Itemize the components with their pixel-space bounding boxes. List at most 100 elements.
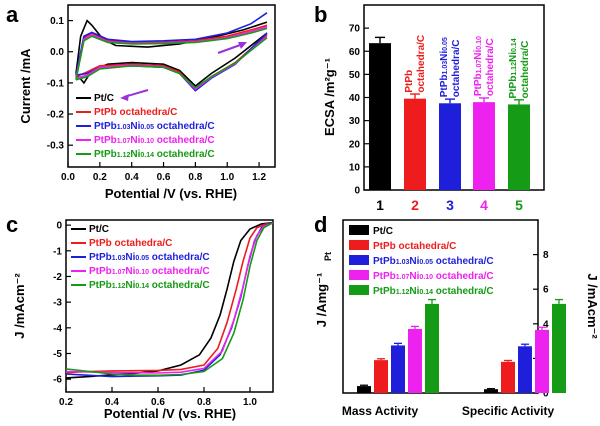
d-legend-1-text: Pt/C bbox=[373, 226, 393, 237]
c-ytick-label: -6 bbox=[53, 375, 62, 386]
d-legend-swatch-1 bbox=[349, 225, 369, 235]
d-legend-swatch-3 bbox=[349, 255, 369, 265]
activity-bar-5-1 bbox=[425, 303, 439, 393]
a-legend-1-text: Pt/C bbox=[94, 93, 114, 104]
orr-curve-5 bbox=[65, 221, 274, 377]
c-legend-5-text: PtPb1.12Ni0.14 octahedra/C bbox=[89, 280, 210, 291]
ecsa-bar-label-group-2: PtPb octahedra/C bbox=[404, 35, 427, 93]
panel-d-ylabel-right: J /mAcm⁻² bbox=[585, 273, 600, 339]
panel-d-ylabel-left-group: J /Amg⁻¹ Pt bbox=[314, 252, 333, 327]
a-xtick-label: 0.6 bbox=[157, 172, 171, 183]
activity-bar-1-1 bbox=[357, 386, 371, 393]
panel-label-c: c bbox=[6, 212, 18, 237]
d-legend-5-text: PtPb1.12Ni0.14 octahedra/C bbox=[373, 286, 494, 297]
b-ytick-label: 70 bbox=[349, 24, 361, 35]
d-legend-swatch-4 bbox=[349, 270, 369, 280]
c-legend-1-text: Pt/C bbox=[89, 224, 109, 235]
d-ytick-label: 8 bbox=[543, 250, 549, 261]
c-ytick-label: -1 bbox=[53, 246, 62, 257]
panel-d-ylabel-left-sub: Pt bbox=[323, 252, 333, 261]
a-xtick-label: 1.2 bbox=[252, 172, 266, 183]
panel-label-a: a bbox=[6, 2, 19, 27]
ecsa-bar-label-4-l1-text: PtPb1.07Ni0.10 bbox=[473, 36, 484, 96]
a-legend-2-text: PtPb octahedra/C bbox=[94, 107, 177, 118]
panel-c-frame bbox=[65, 219, 274, 393]
panel-b-y-ticks: 0 10 20 30 40 50 60 70 bbox=[349, 24, 369, 197]
ecsa-bar-label-2-l2: octahedra/C bbox=[416, 35, 427, 93]
ecsa-bar-4 bbox=[473, 102, 495, 190]
b-ytick-label: 20 bbox=[349, 139, 361, 150]
c-ytick-label: 0 bbox=[56, 221, 62, 232]
activity-bar-5-2 bbox=[552, 303, 566, 393]
ecsa-bar-1 bbox=[369, 43, 391, 190]
activity-bar-2-2 bbox=[501, 361, 515, 393]
panel-a-arrows bbox=[120, 42, 247, 101]
b-ytick-label: 0 bbox=[354, 186, 360, 197]
c-xtick-label: 0.8 bbox=[197, 397, 211, 408]
a-xtick-label: 0.2 bbox=[93, 172, 107, 183]
panel-label-d: d bbox=[314, 212, 327, 237]
panel-d-bars bbox=[357, 298, 566, 393]
a-xtick-label: 0.8 bbox=[188, 172, 202, 183]
ecsa-category-1: 1 bbox=[376, 197, 384, 213]
b-ytick-label: 10 bbox=[349, 162, 361, 173]
activity-bar-2-1 bbox=[374, 360, 388, 393]
a-legend-5-text: PtPb1.12Ni0.14 octahedra/C bbox=[94, 149, 215, 160]
a-ytick-label: 0.1 bbox=[50, 16, 64, 27]
c-xtick-label: 0.2 bbox=[59, 397, 73, 408]
ecsa-category-3: 3 bbox=[446, 197, 454, 213]
a-xtick-label: 0.4 bbox=[125, 172, 139, 183]
panel-a-legend: Pt/C PtPb octahedra/C PtPb1.03Ni0.05 octah… bbox=[76, 93, 215, 160]
panel-a-ylabel: Current /mA bbox=[18, 48, 33, 124]
orr-curve-4 bbox=[65, 221, 274, 374]
ecsa-bar-label-5-l2: octahedra/C bbox=[520, 41, 531, 99]
ecsa-category-5: 5 bbox=[515, 197, 523, 213]
c-legend-3-text: PtPb1.03Ni0.05 octahedra/C bbox=[89, 252, 210, 263]
c-ytick-label: -2 bbox=[53, 272, 62, 283]
panel-d-category-mass: Mass Activity bbox=[342, 404, 419, 418]
cv-upper-1 bbox=[75, 19, 268, 74]
activity-bar-4-1 bbox=[408, 328, 422, 393]
panel-c-xlabel: Potential /V (vs. RHE) bbox=[104, 406, 236, 421]
panel-c: 0.2 0.4 0.6 0.8 1.0 0 -1 -2 -3 -4 -5 -6 Potential … bbox=[12, 219, 274, 421]
ecsa-bar-label-5-l1-text: PtPb1.12Ni0.14 bbox=[508, 38, 519, 98]
b-ytick-label: 50 bbox=[349, 70, 361, 81]
a-ytick-label: 0.0 bbox=[50, 47, 64, 58]
d-ytick-label: 4 bbox=[543, 319, 549, 330]
ecsa-bar-label-group-3: PtPb1.03Ni0.05 octahedra/C bbox=[439, 37, 462, 97]
c-ytick-label: -4 bbox=[53, 323, 62, 334]
panel-a-xlabel: Potential /V (vs. RHE) bbox=[105, 186, 237, 201]
arrowhead-upper bbox=[238, 42, 247, 49]
c-xtick-label: 0.6 bbox=[151, 397, 165, 408]
activity-bar-3-1 bbox=[391, 345, 405, 393]
ecsa-bar-label-1: Pt/C bbox=[376, 17, 387, 37]
ecsa-category-4: 4 bbox=[480, 197, 488, 213]
panel-a-curves bbox=[75, 12, 268, 92]
panel-a-x-ticks: 0.0 0.2 0.4 0.6 0.8 1.0 1.2 bbox=[61, 162, 266, 183]
panel-c-legend: Pt/C PtPb octahedra/C PtPb1.03Ni0.05 octah… bbox=[71, 224, 210, 291]
panel-d-ylabel-left: J /Amg⁻¹ bbox=[314, 273, 329, 328]
ecsa-bar-3 bbox=[439, 103, 461, 190]
ecsa-bar-label-3-l2: octahedra/C bbox=[451, 39, 462, 97]
a-ytick-label: -0.1 bbox=[47, 78, 65, 89]
d-legend-3-text: PtPb1.03Ni0.05 octahedra/C bbox=[373, 256, 494, 267]
panel-c-y-ticks: 0 -1 -2 -3 -4 -5 -6 bbox=[53, 221, 71, 386]
activity-bar-3-2 bbox=[518, 346, 532, 393]
c-xtick-label: 1.0 bbox=[243, 397, 257, 408]
panel-b-ylabel: ECSA /m²g⁻¹ bbox=[322, 58, 337, 136]
b-ytick-label: 60 bbox=[349, 47, 361, 58]
ecsa-bar-label-group-4: PtPb1.07Ni0.10 octahedra/C bbox=[473, 36, 496, 96]
arrowhead-lower bbox=[120, 94, 129, 101]
a-ytick-label: -0.2 bbox=[47, 110, 65, 121]
panel-d-legend: Pt/C PtPb octahedra/C PtPb1.03Ni0.05 octah… bbox=[349, 225, 494, 297]
panel-d-frame bbox=[342, 219, 539, 394]
panel-a: 0.0 0.2 0.4 0.6 0.8 1.0 1.2 0.1 0.0 -0.1 -0.2 -0.3… bbox=[18, 4, 276, 201]
cv-upper-5 bbox=[75, 27, 268, 80]
activity-bar-4-2 bbox=[535, 329, 549, 393]
d-ytick-label: 0 bbox=[543, 389, 549, 400]
c-legend-4-text: PtPb1.07Ni0.10 octahedra/C bbox=[89, 266, 210, 277]
panel-d-category-specific: Specific Activity bbox=[462, 404, 555, 418]
